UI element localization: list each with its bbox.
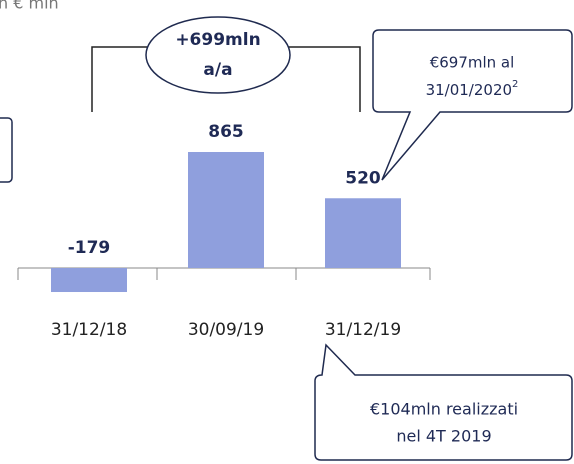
value-label: 520 bbox=[345, 168, 381, 188]
date: 31/01/2020 bbox=[426, 81, 512, 99]
bottom-callout-text: nel 4T 2019 bbox=[396, 427, 491, 446]
top-callout-text: 31/01/20202 bbox=[426, 79, 519, 99]
bar bbox=[325, 198, 401, 268]
value-label: 865 bbox=[208, 122, 244, 142]
x-tick-label: 31/12/18 bbox=[51, 320, 127, 340]
bracket-text: a/a bbox=[203, 60, 232, 80]
bracket-ellipse bbox=[145, 16, 291, 94]
bar bbox=[51, 268, 127, 293]
unit-label: n € mln bbox=[0, 0, 59, 13]
bracket-text: +699mln bbox=[175, 30, 260, 50]
top-callout-text: €697mln al bbox=[430, 54, 515, 72]
value-label: -179 bbox=[68, 238, 111, 258]
bottom-callout-text: €104mln realizzati bbox=[370, 400, 518, 419]
bar bbox=[188, 152, 264, 268]
x-tick-label: 31/12/19 bbox=[325, 320, 401, 340]
x-tick-label: 30/09/19 bbox=[188, 320, 264, 340]
superscript: 2 bbox=[512, 79, 518, 90]
top-callout bbox=[372, 29, 573, 181]
bottom-callout bbox=[314, 343, 573, 461]
cropped-box bbox=[0, 117, 13, 183]
